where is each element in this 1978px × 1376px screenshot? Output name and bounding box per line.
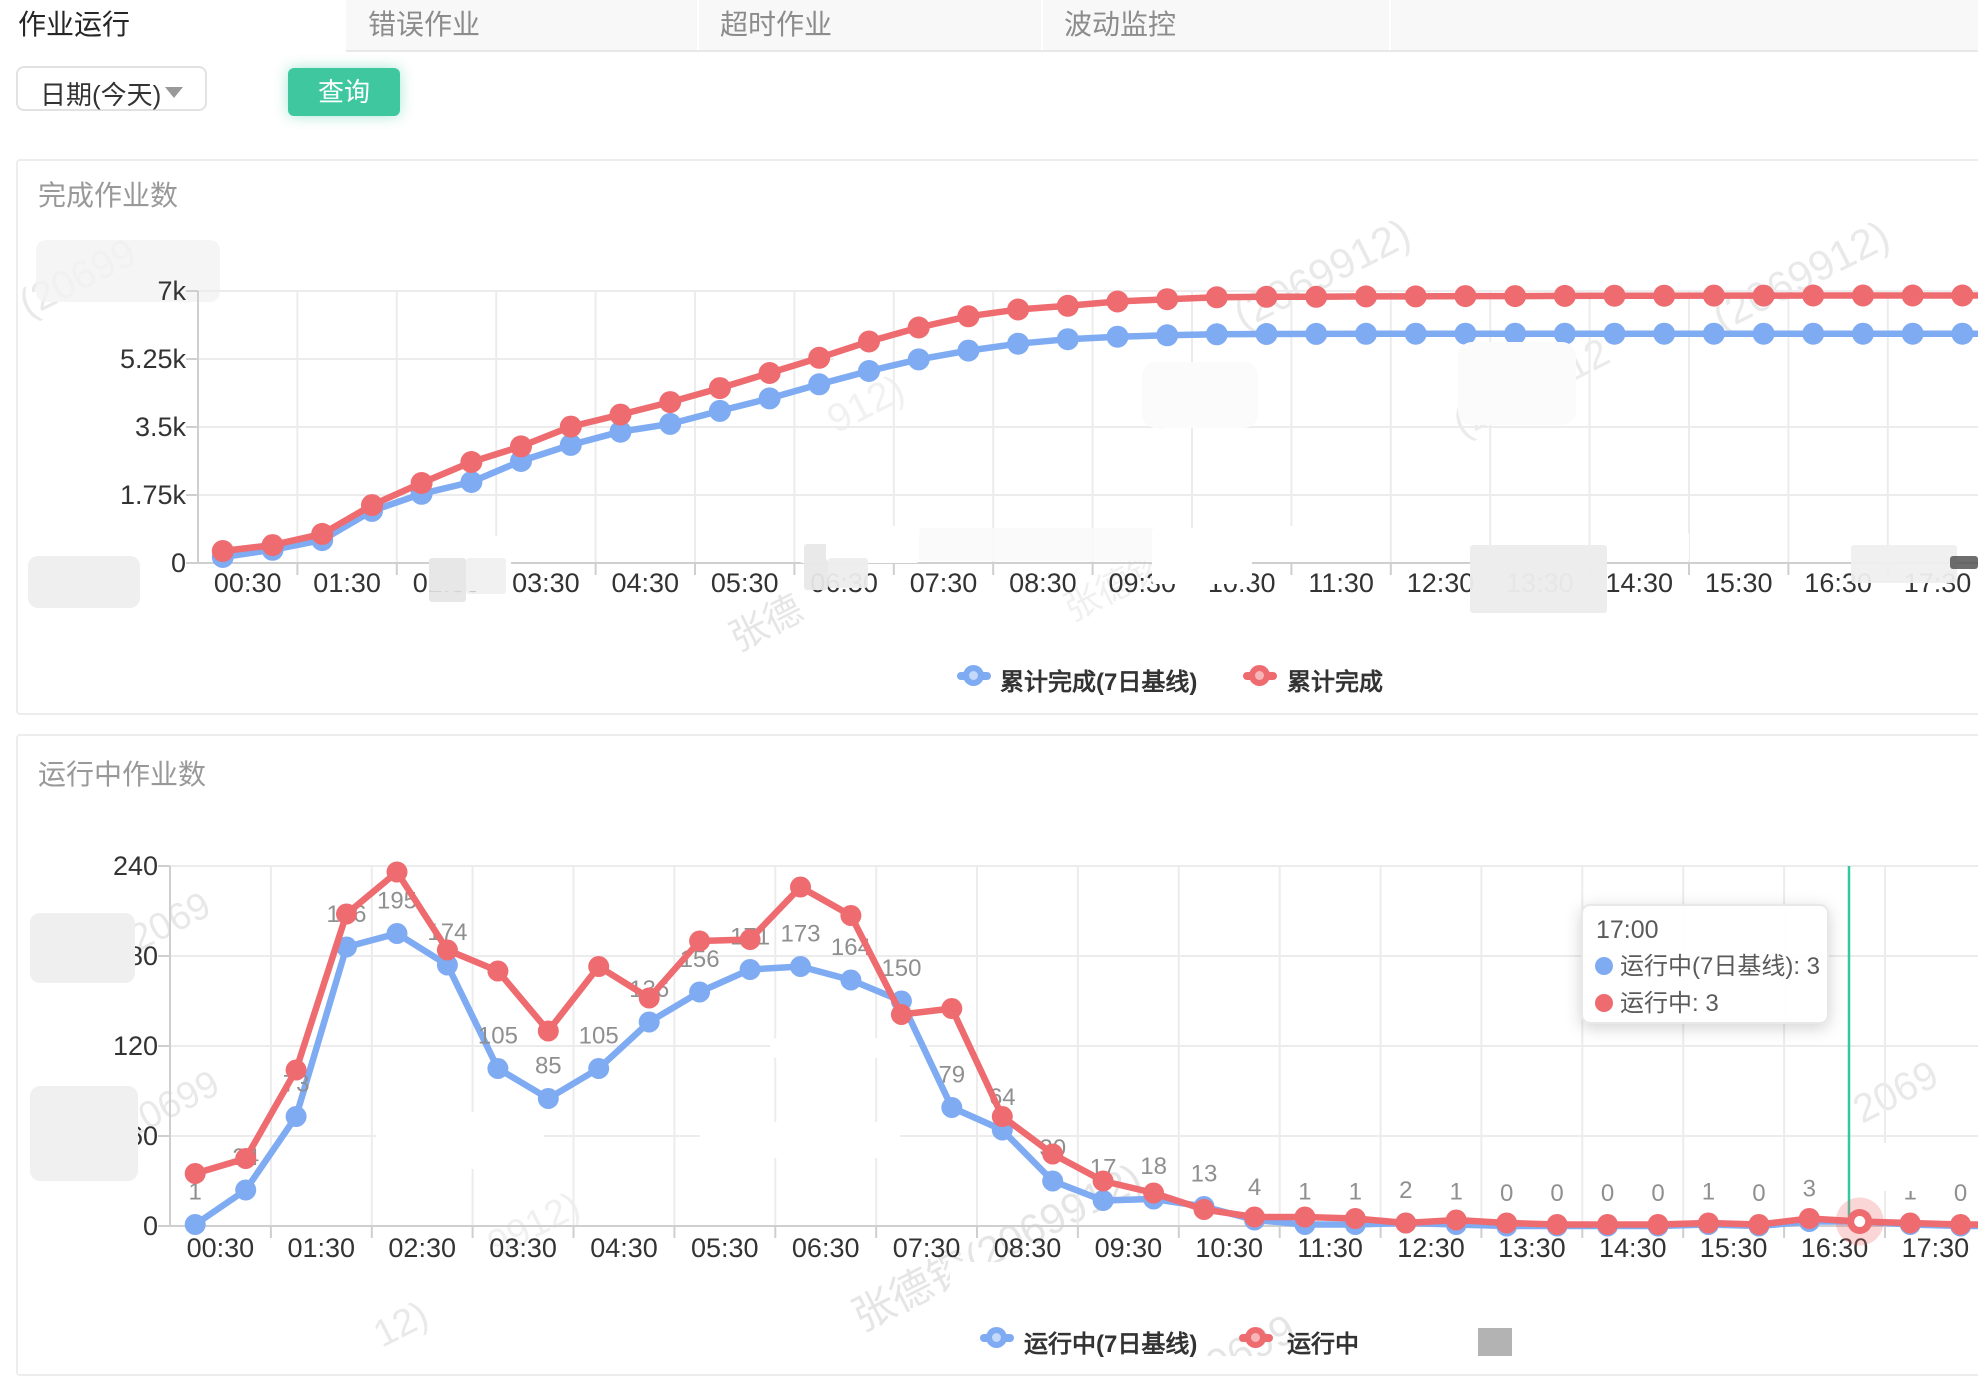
svg-text:15:30: 15:30 xyxy=(1705,568,1773,598)
svg-text:12:30: 12:30 xyxy=(1407,568,1475,598)
svg-text:07:30: 07:30 xyxy=(910,568,978,598)
svg-text:16:30: 16:30 xyxy=(1801,1233,1869,1263)
svg-text:7k: 7k xyxy=(157,276,186,306)
svg-text:01:30: 01:30 xyxy=(288,1233,356,1263)
svg-text:1: 1 xyxy=(1702,1179,1715,1206)
svg-text:173: 173 xyxy=(780,921,820,948)
svg-text:4: 4 xyxy=(1248,1174,1261,1201)
svg-text:17:30: 17:30 xyxy=(1902,1233,1970,1263)
svg-text:1: 1 xyxy=(189,1179,202,1206)
svg-text:05:30: 05:30 xyxy=(711,568,779,598)
svg-text:3.5k: 3.5k xyxy=(135,412,187,442)
svg-text:5.25k: 5.25k xyxy=(120,344,187,374)
svg-text:13: 13 xyxy=(1191,1161,1218,1188)
svg-text:04:30: 04:30 xyxy=(612,568,680,598)
svg-text:05:30: 05:30 xyxy=(691,1233,759,1263)
svg-text:14:30: 14:30 xyxy=(1606,568,1674,598)
svg-text:18: 18 xyxy=(1140,1153,1167,1180)
svg-text:240: 240 xyxy=(113,851,158,881)
svg-text:2: 2 xyxy=(1399,1177,1412,1204)
svg-text:0: 0 xyxy=(1500,1180,1513,1207)
svg-text:79: 79 xyxy=(938,1062,965,1089)
svg-text:03:30: 03:30 xyxy=(512,568,580,598)
svg-text:07:30: 07:30 xyxy=(893,1233,961,1263)
svg-text:0: 0 xyxy=(1752,1180,1765,1207)
svg-text:1: 1 xyxy=(1450,1179,1463,1206)
svg-text:15:30: 15:30 xyxy=(1700,1233,1768,1263)
svg-text:14:30: 14:30 xyxy=(1599,1233,1667,1263)
svg-text:12): 12) xyxy=(367,1294,435,1356)
svg-text:0: 0 xyxy=(1550,1180,1563,1207)
svg-text:85: 85 xyxy=(535,1053,562,1080)
svg-text:1.75k: 1.75k xyxy=(120,480,187,510)
svg-text:120: 120 xyxy=(113,1031,158,1061)
svg-text:(2069912): (2069912) xyxy=(1226,209,1418,338)
svg-text:(2069912): (2069912) xyxy=(1705,211,1897,340)
svg-text:04:30: 04:30 xyxy=(590,1233,658,1263)
svg-text:运行中(7日基线): 3: 运行中(7日基线): 3 xyxy=(1620,953,1820,980)
svg-text:3: 3 xyxy=(1803,1176,1816,1203)
svg-text:06:30: 06:30 xyxy=(792,1233,860,1263)
svg-text:105: 105 xyxy=(579,1023,619,1050)
svg-text:0: 0 xyxy=(1954,1180,1967,1207)
svg-text:09:30: 09:30 xyxy=(1095,1233,1163,1263)
svg-text:00:30: 00:30 xyxy=(187,1233,255,1263)
svg-text:1: 1 xyxy=(1349,1179,1362,1206)
svg-text:0: 0 xyxy=(1601,1180,1614,1207)
svg-text:2069: 2069 xyxy=(1846,1052,1945,1132)
svg-text:03:30: 03:30 xyxy=(489,1233,557,1263)
svg-text:11:30: 11:30 xyxy=(1297,1233,1363,1263)
svg-text:150: 150 xyxy=(881,955,921,982)
svg-text:13:30: 13:30 xyxy=(1498,1233,1566,1263)
svg-text:08:30: 08:30 xyxy=(994,1233,1062,1263)
svg-text:12:30: 12:30 xyxy=(1397,1233,1465,1263)
svg-text:00:30: 00:30 xyxy=(214,568,282,598)
svg-text:17:00: 17:00 xyxy=(1596,916,1659,944)
svg-text:0: 0 xyxy=(143,1211,158,1241)
svg-text:运行中: 3: 运行中: 3 xyxy=(1620,990,1719,1017)
svg-text:0: 0 xyxy=(1651,1180,1664,1207)
svg-text:11:30: 11:30 xyxy=(1308,568,1374,598)
svg-text:0: 0 xyxy=(171,548,186,578)
svg-text:08:30: 08:30 xyxy=(1009,568,1077,598)
svg-text:10:30: 10:30 xyxy=(1195,1233,1263,1263)
svg-text:105: 105 xyxy=(478,1023,518,1050)
svg-text:张德: 张德 xyxy=(723,588,810,660)
svg-text:1: 1 xyxy=(1298,1179,1311,1206)
svg-text:01:30: 01:30 xyxy=(313,568,381,598)
svg-text:02:30: 02:30 xyxy=(388,1233,456,1263)
